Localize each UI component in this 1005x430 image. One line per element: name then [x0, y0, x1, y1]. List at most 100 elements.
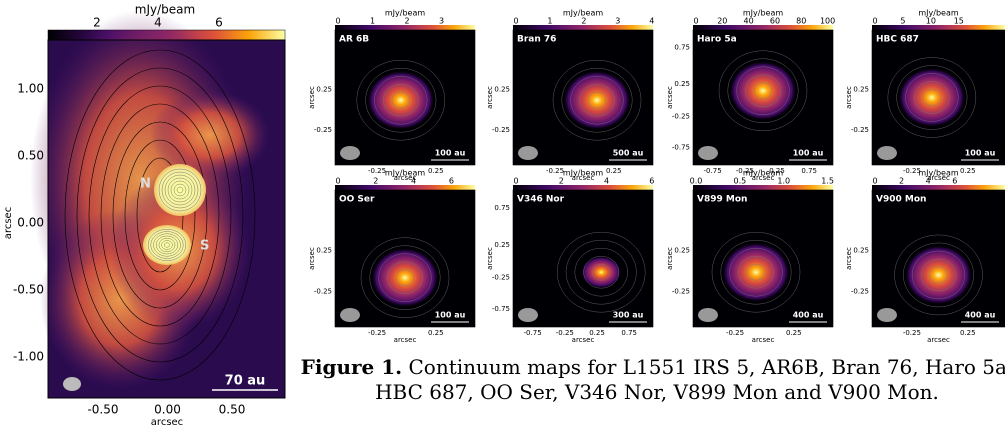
image-bg	[513, 190, 653, 327]
y-tick-label: 0.25	[494, 241, 510, 249]
x-tick-label: -0.25	[736, 167, 754, 175]
colorbar-tick: 0	[872, 177, 877, 186]
y-tick-label: 0.50	[17, 149, 44, 163]
frame	[47, 39, 286, 399]
colorbar-tick: 100	[820, 17, 835, 26]
contour	[173, 183, 187, 197]
contour	[570, 75, 624, 125]
x-axis-label: arcsec	[151, 417, 183, 428]
x-tick-label: -0.25	[546, 167, 564, 175]
colorbar-tick: 40	[744, 17, 754, 26]
x-axis-label: arcsec	[572, 174, 595, 182]
x-tick-label: -0.25	[368, 167, 386, 175]
emission	[904, 244, 973, 305]
panel-name: Haro 5a	[697, 35, 737, 45]
contour	[747, 264, 766, 281]
contour	[552, 59, 642, 141]
colorbar-label: mJy/beam	[918, 9, 958, 18]
y-axis-label: arcsec	[486, 247, 494, 270]
contour	[754, 82, 773, 99]
x-tick-label: -0.25	[726, 329, 744, 337]
y-tick-label: 0.25	[674, 80, 690, 88]
contour	[64, 49, 256, 381]
x-tick-label: 0.25	[960, 167, 976, 175]
contour	[369, 245, 441, 310]
contour	[574, 248, 628, 297]
y-axis-label: arcsec	[486, 86, 494, 109]
y-tick-label: 0.25	[853, 85, 869, 93]
y-tick-label: 0.25	[674, 246, 690, 254]
colorbar	[693, 25, 833, 30]
x-tick-label: -0.25	[556, 329, 574, 337]
y-tick-label: 0.00	[17, 216, 44, 230]
colorbar-label: mJy/beam	[743, 169, 783, 178]
colorbar-tick: 2	[899, 177, 904, 186]
x-tick-label: 0.75	[801, 167, 817, 175]
y-tick-label: 0.25	[316, 85, 332, 93]
x-axis-label: arcsec	[572, 336, 595, 344]
contour	[88, 85, 232, 345]
frame	[334, 189, 476, 328]
y-axis-label: arcsec	[3, 207, 14, 239]
x-tick-label: 0.25	[960, 329, 976, 337]
emission	[897, 67, 966, 128]
contour	[167, 177, 193, 203]
contour	[718, 50, 808, 131]
caption-text: Continuum maps for L1551 IRS 5, AR6B, Br…	[375, 355, 1005, 404]
y-tick-label: 0.75	[494, 204, 510, 212]
colorbar-tick: 4	[411, 177, 416, 186]
scale-bar-label: 100 au	[793, 149, 824, 158]
y-axis-label: arcsec	[845, 86, 853, 109]
beam	[877, 308, 897, 322]
colorbar-label: mJy/beam	[918, 169, 958, 178]
contour	[360, 237, 450, 318]
emission	[371, 247, 439, 308]
x-axis-label: arcsec	[752, 336, 775, 344]
x-tick-label: -0.25	[368, 329, 386, 337]
colorbar-tick: 0	[872, 17, 877, 26]
contour	[164, 174, 196, 206]
y-tick-label: -0.25	[492, 274, 510, 282]
frame	[334, 29, 476, 166]
contour	[158, 238, 176, 252]
colorbar	[513, 185, 653, 190]
colorbar	[513, 25, 653, 30]
colorbar-tick: 0	[335, 177, 340, 186]
x-tick-label: 0.25	[786, 329, 802, 337]
colorbar-tick: 10	[926, 17, 936, 26]
contour	[565, 240, 637, 305]
frame	[512, 189, 654, 328]
panel-name: V346 Nor	[517, 195, 565, 205]
colorbar-tick: 2	[581, 17, 586, 26]
beam	[340, 146, 360, 160]
scale-bar-label: 100 au	[435, 149, 466, 158]
contour	[164, 242, 170, 248]
emission	[563, 70, 631, 131]
contour	[736, 66, 790, 115]
y-tick-label: -0.25	[851, 126, 869, 134]
y-tick-label: -0.75	[492, 305, 510, 313]
contour	[112, 121, 208, 309]
colorbar-tick: 3	[615, 17, 620, 26]
contour	[914, 81, 950, 114]
beam	[63, 377, 81, 391]
frame	[692, 189, 834, 328]
colorbar-label: mJy/beam	[563, 169, 603, 178]
y-tick-label: -0.25	[672, 287, 690, 295]
contour	[745, 74, 781, 107]
scale-bar-label: 100 au	[435, 311, 466, 320]
colorbar	[693, 185, 833, 190]
x-tick-label: 0.25	[428, 329, 444, 337]
caption-label: Figure 1.	[300, 355, 403, 379]
contour	[161, 240, 173, 250]
frame	[512, 29, 654, 166]
contour	[365, 67, 437, 133]
scale-bar-label: 400 au	[965, 311, 996, 320]
source-core	[143, 225, 191, 265]
panel-name: Bran 76	[517, 35, 556, 45]
colorbar-tick: 15	[954, 17, 964, 26]
y-tick-label: -0.25	[851, 287, 869, 295]
contour	[161, 171, 199, 209]
colorbar-tick: 6	[215, 16, 223, 30]
emission	[729, 60, 797, 121]
